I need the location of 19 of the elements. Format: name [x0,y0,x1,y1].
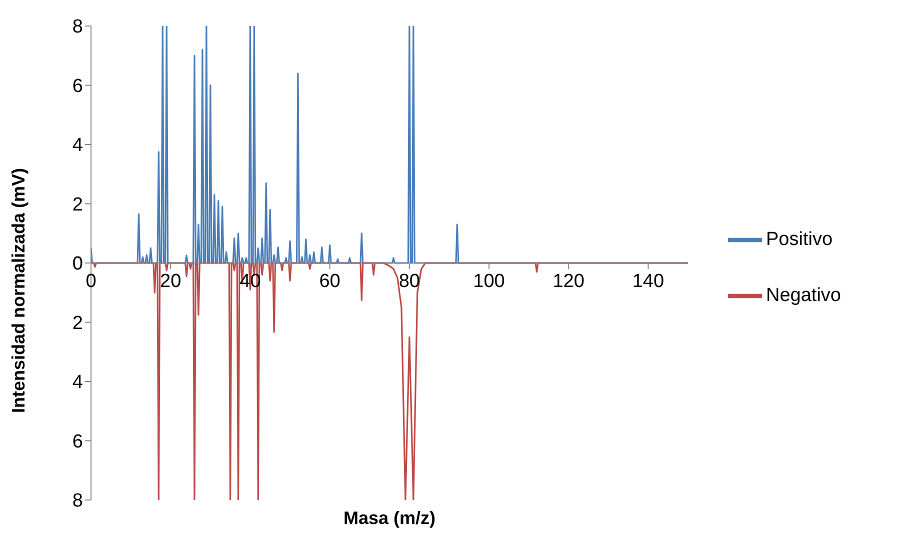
legend-label: Positivo [766,229,833,250]
y-tick-label: 4 [72,372,84,394]
x-tick-label: 120 [552,271,584,292]
y-tick-label: 0 [72,254,83,275]
x-tick-label: 60 [319,271,340,292]
legend-label: Negativo [766,285,841,306]
x-tick-label: 100 [473,271,505,292]
y-tick-label: 2 [72,312,83,334]
y-tick-label: 6 [72,76,83,97]
x-tick-label: 20 [160,271,182,292]
y-tick-label: 6 [72,431,83,452]
x-tick-label: 140 [632,271,664,292]
y-tick-label: 2 [72,194,83,216]
y-tick-label: 8 [72,490,83,512]
x-tick-label: 0 [86,271,96,292]
x-axis-title: Masa (m/z) [343,508,436,528]
y-tick-label: 8 [72,16,83,38]
y-axis-title: Intensidad normalizada (mV) [8,168,28,413]
y-tick-label: 4 [72,135,84,156]
